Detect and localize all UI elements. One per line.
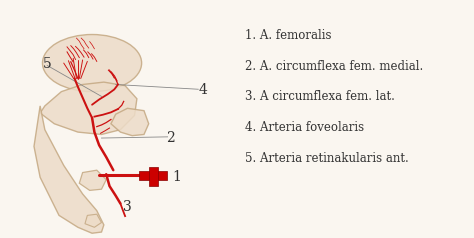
Text: 3: 3: [123, 200, 132, 214]
Ellipse shape: [43, 35, 142, 92]
Polygon shape: [40, 82, 137, 134]
Bar: [139, 171, 167, 180]
Text: 5. Arteria retinakularis ant.: 5. Arteria retinakularis ant.: [246, 152, 409, 165]
Polygon shape: [79, 170, 106, 190]
Text: 4. Arteria foveolaris: 4. Arteria foveolaris: [246, 121, 365, 134]
Text: 5: 5: [43, 57, 52, 71]
Text: 1: 1: [173, 170, 182, 184]
Polygon shape: [34, 106, 104, 233]
Text: 3. A circumflexa fem. lat.: 3. A circumflexa fem. lat.: [246, 90, 395, 104]
Polygon shape: [111, 108, 149, 136]
Bar: [149, 167, 158, 186]
Polygon shape: [85, 214, 101, 227]
Text: 4: 4: [199, 84, 208, 97]
Text: 2: 2: [165, 131, 174, 145]
Text: 1. A. femoralis: 1. A. femoralis: [246, 29, 332, 42]
Text: 2. A. circumflexa fem. medial.: 2. A. circumflexa fem. medial.: [246, 60, 424, 73]
